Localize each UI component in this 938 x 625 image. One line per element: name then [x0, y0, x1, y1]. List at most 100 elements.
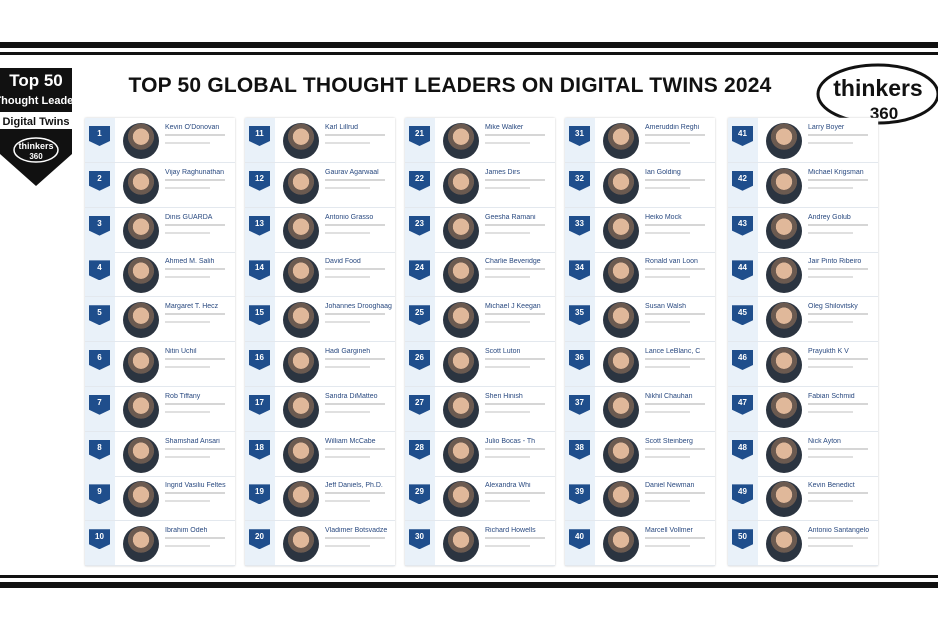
- rank-badge: 46: [732, 350, 753, 370]
- detail-line: [165, 402, 225, 405]
- leader-name: Richard Howells: [485, 527, 536, 535]
- badge-line: Top 50: [9, 71, 63, 90]
- detail-line: [485, 268, 545, 271]
- detail-line: [485, 186, 530, 189]
- leader-name: Karl Lillrud: [325, 124, 359, 131]
- detail-line: [325, 500, 370, 503]
- leader-card: 28 Julio Bocas - Th: [405, 431, 555, 477]
- detail-line: [485, 178, 545, 181]
- logo: thinkers 360: [816, 63, 938, 125]
- leader-card: 44 Jair Pinto Ribeiro: [728, 252, 878, 298]
- leader-card: 9 Ingrid Vasiliu Feltes: [85, 476, 235, 522]
- rank-badge: 4: [89, 260, 110, 281]
- logo-brand: thinkers: [833, 75, 922, 101]
- profile-photo: [603, 436, 639, 473]
- leader-card: 26 Scott Luton: [405, 342, 555, 387]
- leader-card: 27 Sheri Hinish: [405, 386, 555, 432]
- detail-line: [165, 455, 210, 458]
- detail-line: [645, 537, 705, 540]
- detail-line: [165, 500, 210, 503]
- detail-line: [485, 402, 545, 405]
- rank-badge: 1: [89, 126, 110, 146]
- detail-line: [325, 537, 385, 540]
- leader-card: 13 Antonio Grasso: [245, 207, 395, 253]
- page-title: TOP 50 GLOBAL THOUGHT LEADERS ON DIGITAL…: [128, 74, 772, 97]
- profile-photo: [443, 526, 479, 563]
- profile-photo: [603, 167, 639, 204]
- leader-card: 12 Gaurav Agarwaal: [245, 162, 395, 208]
- profile-photo: [766, 302, 802, 339]
- leader-card: 22 James Dirs: [405, 162, 555, 208]
- leader-card: 20 Vladimer Botsvadze: [245, 521, 395, 567]
- detail-line: [485, 366, 530, 368]
- detail-line: [645, 134, 705, 136]
- detail-line: [165, 358, 225, 360]
- detail-line: [165, 410, 210, 413]
- leader-name: Nick Ayton: [808, 437, 841, 445]
- profile-photo: [766, 123, 802, 159]
- profile-photo: [123, 212, 159, 249]
- leader-card: 49 Kevin Benedict: [728, 476, 878, 522]
- leader-card: 15 Johannes Drooghaag: [245, 297, 395, 343]
- rank-badge: 32: [569, 170, 590, 191]
- rank-badge: 39: [569, 484, 590, 505]
- rank-badge: 24: [409, 260, 430, 281]
- profile-photo: [123, 391, 159, 428]
- detail-line: [645, 313, 705, 316]
- detail-line: [165, 313, 225, 316]
- detail-line: [325, 231, 370, 234]
- leader-name: Mike Walker: [485, 124, 524, 131]
- detail-line: [808, 178, 868, 181]
- leader-card: 4 Ahmed M. Salih: [85, 252, 235, 298]
- leader-card: 50 Antonio Santangelo: [728, 521, 878, 567]
- detail-line: [165, 142, 210, 144]
- leader-name: Dinis GUARDA: [165, 213, 213, 221]
- detail-line: [645, 321, 690, 324]
- leader-card: 7 Rob Tiffany: [85, 386, 235, 432]
- leader-name: Jeff Daniels, Ph.D.: [325, 482, 383, 490]
- leader-name: Nitin Uchil: [165, 348, 197, 355]
- rank-badge: 9: [89, 484, 110, 505]
- profile-photo: [283, 167, 319, 204]
- rank-badge: 48: [732, 439, 753, 460]
- leader-card: 40 Marcell Vollmer: [565, 521, 715, 567]
- detail-line: [485, 134, 545, 136]
- profile-photo: [123, 123, 159, 159]
- leader-name: William McCabe: [325, 437, 376, 445]
- rank-badge: 12: [249, 170, 270, 191]
- leader-column: 41 Larry Boyer 42 Michael Krigsman 43 Andrey …: [728, 118, 878, 567]
- leader-name: Andrey Golub: [808, 213, 851, 221]
- detail-line: [325, 410, 370, 413]
- leader-name: Marcell Vollmer: [645, 527, 693, 535]
- detail-line: [808, 545, 853, 548]
- detail-line: [165, 186, 210, 189]
- profile-photo: [123, 481, 159, 518]
- leader-card: 41 Larry Boyer: [728, 118, 878, 163]
- rank-badge: 29: [409, 484, 430, 505]
- leader-card: 1 Kevin O'Donovan: [85, 118, 235, 163]
- profile-photo: [766, 436, 802, 473]
- detail-line: [808, 313, 868, 316]
- leader-name: Oleg Shilovitsky: [808, 303, 858, 311]
- detail-line: [325, 223, 385, 226]
- profile-photo: [283, 481, 319, 518]
- detail-line: [325, 134, 385, 136]
- detail-line: [325, 366, 370, 368]
- detail-line: [325, 447, 385, 450]
- detail-line: [645, 545, 690, 548]
- detail-line: [325, 402, 385, 405]
- rank-badge: 15: [249, 305, 270, 326]
- detail-line: [645, 178, 705, 181]
- profile-photo: [766, 257, 802, 294]
- rank-badge: 22: [409, 170, 430, 191]
- leader-card: 38 Scott Steinberg: [565, 431, 715, 477]
- leader-card: 23 Geesha Ramani: [405, 207, 555, 253]
- detail-line: [808, 402, 868, 405]
- detail-line: [325, 268, 385, 271]
- detail-line: [808, 366, 853, 368]
- leader-name: Rob Tiffany: [165, 392, 201, 400]
- leader-card: 36 Lance LeBlanc, C: [565, 342, 715, 387]
- profile-photo: [603, 481, 639, 518]
- rank-badge: 26: [409, 350, 430, 370]
- detail-line: [808, 231, 853, 234]
